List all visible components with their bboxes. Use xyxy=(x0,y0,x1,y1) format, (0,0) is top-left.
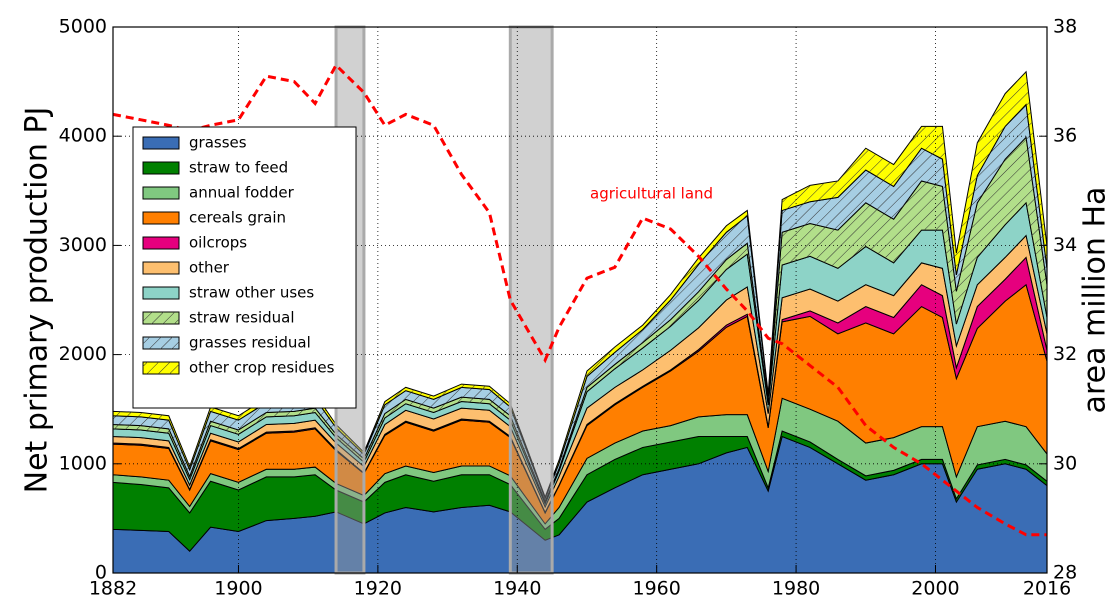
legend-label: annual fodder xyxy=(189,184,295,202)
shaded-span xyxy=(508,25,554,575)
legend-swatch xyxy=(142,261,180,275)
plot-frame xyxy=(112,26,1048,574)
line xyxy=(112,62,1047,537)
legend-swatch-hatch xyxy=(143,337,179,349)
y2-tick-label: 30 xyxy=(1053,452,1077,474)
legend-label: grasses residual xyxy=(189,334,311,352)
x-tick-label: 1960 xyxy=(632,578,680,600)
y2-tick-label: 32 xyxy=(1053,343,1077,365)
line-annotation: agricultural land xyxy=(590,185,713,203)
x-tick-label: 2016 xyxy=(1023,578,1071,600)
legend-swatch xyxy=(142,186,180,200)
y2-tick-label: 36 xyxy=(1053,125,1077,147)
legend-label: straw other uses xyxy=(189,284,314,302)
x-tick-label: 1882 xyxy=(89,578,137,600)
legend-swatch xyxy=(142,286,180,300)
area-hatch xyxy=(113,104,1047,502)
legend-swatch-hatch xyxy=(143,312,179,324)
area-hatch xyxy=(113,137,1047,504)
x-tick-label: 1980 xyxy=(772,578,820,600)
y-tick-label: 5000 xyxy=(59,16,107,38)
legend-swatch xyxy=(142,136,180,150)
y-tick-label: 4000 xyxy=(59,125,107,147)
legend-label: cereals grain xyxy=(189,209,286,227)
y-axis-label: Net primary production PJ xyxy=(20,107,55,494)
y-tick-label: 3000 xyxy=(59,234,107,256)
x-tick-label: 1900 xyxy=(214,578,262,600)
y-tick-label: 2000 xyxy=(59,343,107,365)
y2-tick-label: 28 xyxy=(1053,562,1077,584)
legend-swatch xyxy=(142,161,180,175)
legend-swatch xyxy=(142,211,180,225)
y-tick-label: 1000 xyxy=(59,452,107,474)
legend-swatch-hatch xyxy=(143,362,179,374)
x-tick-label: 1920 xyxy=(354,578,402,600)
legend-label: grasses xyxy=(189,134,247,152)
legend-label: oilcrops xyxy=(189,234,247,252)
legend-label: straw to feed xyxy=(189,159,288,177)
legend-label: other crop residues xyxy=(189,359,335,377)
y2-tick-label: 34 xyxy=(1053,234,1077,256)
y2-tick-label: 38 xyxy=(1053,16,1077,38)
legend-label: straw residual xyxy=(189,309,295,327)
y2-axis-label: area million Ha xyxy=(1078,187,1113,414)
x-tick-label: 2000 xyxy=(911,578,959,600)
y-tick-label: 0 xyxy=(95,562,107,584)
legend-swatch xyxy=(142,236,180,250)
x-tick-label: 1940 xyxy=(493,578,541,600)
legend-label: other xyxy=(189,259,230,277)
